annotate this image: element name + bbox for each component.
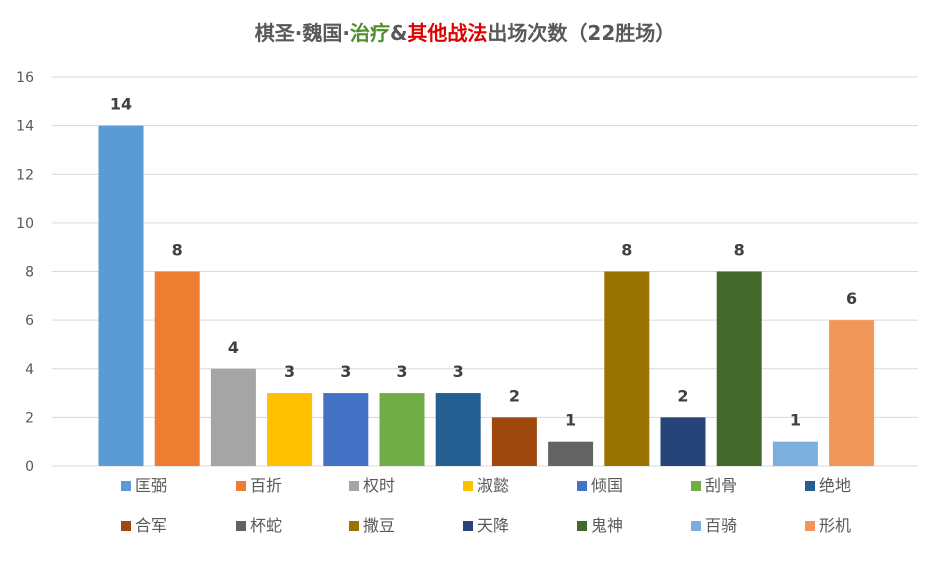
legend-swatch bbox=[463, 521, 473, 531]
y-tick-label: 8 bbox=[25, 265, 34, 281]
bar-杯蛇 bbox=[548, 441, 594, 466]
legend-label: 撒豆 bbox=[363, 516, 395, 535]
legend-swatch bbox=[236, 481, 246, 491]
bar-淑懿 bbox=[267, 393, 313, 466]
bar-刮骨 bbox=[379, 393, 425, 466]
y-tick-label: 2 bbox=[25, 410, 34, 426]
y-tick-label: 6 bbox=[25, 313, 34, 329]
data-label: 1 bbox=[790, 411, 801, 430]
y-tick-label: 14 bbox=[16, 119, 34, 135]
legend-label: 权时 bbox=[363, 476, 395, 495]
data-label: 3 bbox=[340, 362, 351, 381]
legend-label: 刮骨 bbox=[705, 476, 737, 495]
legend-label: 百骑 bbox=[705, 516, 737, 535]
data-label: 8 bbox=[172, 241, 183, 260]
data-labels: 14 8 4 3 3 3 3 2 1 8 2 8 1 6 bbox=[110, 95, 857, 430]
legend-swatch bbox=[121, 521, 131, 531]
bar-匡弼 bbox=[98, 125, 144, 466]
legend-label: 杯蛇 bbox=[250, 516, 282, 535]
bar-百折 bbox=[154, 271, 200, 466]
legend-swatch bbox=[691, 521, 701, 531]
chart-title-part: 棋圣·魏国· bbox=[255, 21, 350, 45]
y-tick-label: 12 bbox=[16, 167, 34, 183]
y-tick-label: 0 bbox=[25, 459, 34, 475]
legend-swatch bbox=[577, 521, 587, 531]
data-label: 3 bbox=[396, 362, 407, 381]
legend-swatch bbox=[236, 521, 246, 531]
legend-swatch bbox=[805, 481, 815, 491]
bar-形机 bbox=[829, 320, 875, 466]
y-tick-label: 16 bbox=[16, 70, 34, 86]
chart-title-part: 治疗 bbox=[350, 21, 390, 45]
legend-swatch bbox=[121, 481, 131, 491]
legend-label: 淑懿 bbox=[477, 476, 509, 495]
data-label: 6 bbox=[846, 289, 857, 308]
legend-label: 绝地 bbox=[819, 476, 851, 495]
bar-绝地 bbox=[435, 393, 481, 466]
data-label: 2 bbox=[677, 386, 688, 405]
bar-鬼神 bbox=[716, 271, 762, 466]
y-tick-label: 10 bbox=[16, 216, 34, 232]
legend-label: 倾国 bbox=[591, 476, 623, 495]
chart-title-part: 其他战法 bbox=[407, 21, 487, 45]
legend-swatch bbox=[349, 481, 359, 491]
legend-label: 天降 bbox=[477, 516, 509, 535]
data-label: 4 bbox=[228, 338, 239, 357]
chart-title-part: & bbox=[390, 21, 407, 45]
data-label: 14 bbox=[110, 95, 132, 114]
bar-百骑 bbox=[772, 441, 818, 466]
bar-倾国 bbox=[323, 393, 369, 466]
data-label: 8 bbox=[621, 241, 632, 260]
bars bbox=[98, 125, 875, 466]
legend-swatch bbox=[349, 521, 359, 531]
legend-swatch bbox=[577, 481, 587, 491]
data-label: 2 bbox=[509, 386, 520, 405]
legend-swatch bbox=[805, 521, 815, 531]
data-label: 1 bbox=[565, 411, 576, 430]
legend-swatch bbox=[463, 481, 473, 491]
legend-label: 匡弼 bbox=[135, 476, 167, 495]
legend-label: 形机 bbox=[819, 516, 851, 535]
legend-swatch bbox=[691, 481, 701, 491]
bar-天降 bbox=[660, 417, 706, 466]
chart-title-part: 出场次数（22胜场） bbox=[487, 21, 675, 45]
legend-label: 鬼神 bbox=[591, 516, 623, 535]
y-tick-label: 4 bbox=[25, 362, 34, 378]
legend-label: 合军 bbox=[135, 516, 167, 535]
data-label: 8 bbox=[734, 241, 745, 260]
legend-label: 百折 bbox=[250, 476, 282, 495]
bar-撒豆 bbox=[604, 271, 650, 466]
data-label: 3 bbox=[453, 362, 464, 381]
y-axis: 0 2 4 6 8 10 12 14 16 bbox=[16, 70, 34, 475]
chart-title: 棋圣·魏国·治疗&其他战法出场次数（22胜场） bbox=[255, 21, 676, 45]
bar-合军 bbox=[491, 417, 537, 466]
data-label: 3 bbox=[284, 362, 295, 381]
bar-权时 bbox=[210, 368, 256, 466]
